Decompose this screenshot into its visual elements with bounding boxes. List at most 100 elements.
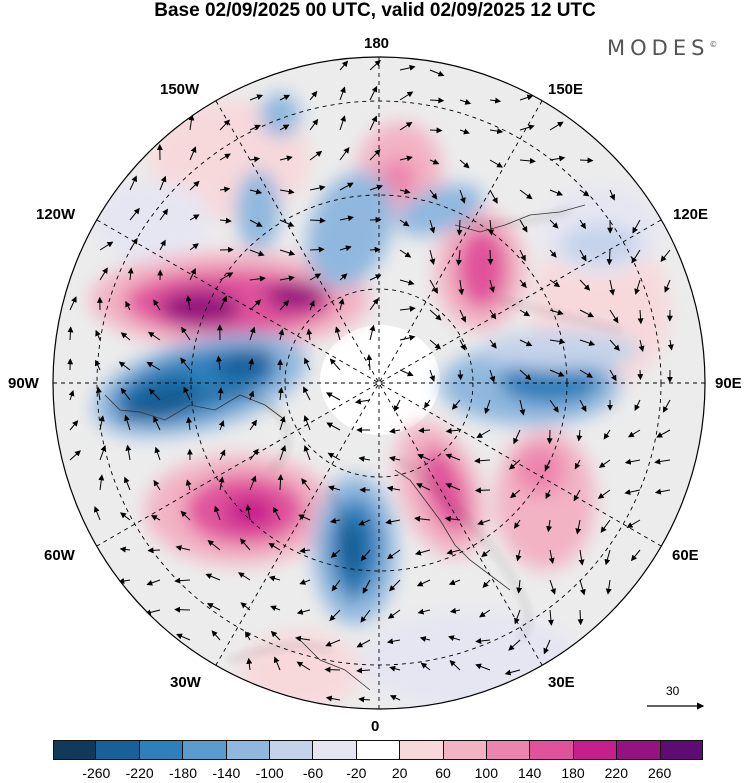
- wind-vector: [369, 184, 383, 191]
- map-border: [52, 56, 706, 710]
- wind-vector: [98, 415, 105, 431]
- colorbar-tick-label: -180: [168, 765, 198, 781]
- wind-vector: [279, 415, 286, 431]
- wind-vector: [579, 189, 590, 197]
- wind-vector: [99, 267, 108, 281]
- wind-vector: [339, 115, 346, 131]
- wind-vector: [296, 661, 311, 671]
- wind-vector: [417, 454, 431, 461]
- lon-label-30w: 30W: [170, 674, 201, 691]
- anomaly-high-na-core-2: [265, 282, 325, 310]
- wind-vector: [219, 272, 234, 281]
- wind-vector: [239, 538, 251, 551]
- anomaly-weak-3: [360, 610, 580, 709]
- lon-label-east: 90E: [715, 375, 742, 392]
- colorbar-segment: [400, 740, 444, 760]
- wind-vector: [488, 219, 495, 236]
- wind-vector: [150, 515, 161, 521]
- wind-vector: [576, 429, 583, 442]
- wind-vector: [489, 97, 502, 104]
- lon-label-60w: 60W: [44, 547, 75, 564]
- anomaly-high-natl-core: [225, 496, 275, 528]
- wind-vector: [273, 656, 281, 671]
- wind-vector: [146, 361, 161, 371]
- wind-vector: [95, 386, 102, 401]
- wind-vector: [451, 399, 461, 410]
- wind-vector: [549, 189, 564, 196]
- wind-vector: [358, 519, 371, 526]
- wind-vector: [369, 324, 376, 341]
- wind-vector: [656, 429, 671, 438]
- wind-vector: [624, 489, 641, 496]
- wind-vectors: [67, 59, 674, 703]
- wind-vector: [387, 609, 401, 619]
- wind-vector: [446, 549, 461, 555]
- wind-vector: [186, 416, 193, 431]
- wind-vector: [474, 457, 491, 464]
- wind-vector: [549, 121, 564, 131]
- wind-vector: [174, 577, 191, 584]
- colorbar-tick-label: 140: [517, 765, 542, 781]
- colorbar-segment: [573, 740, 618, 760]
- wind-vector: [278, 328, 285, 341]
- wind-vector: [416, 579, 431, 587]
- anomaly-low-east-2: [480, 330, 640, 370]
- wind-vector: [339, 215, 354, 222]
- wind-vector: [389, 427, 401, 434]
- lon-label-150e: 150E: [548, 81, 584, 98]
- wind-vector: [279, 219, 295, 227]
- wind-vector: [356, 667, 371, 674]
- wind-vector: [459, 99, 472, 105]
- colorbar-segment: [53, 740, 97, 760]
- wind-vector: [331, 579, 341, 592]
- wind-vector: [459, 339, 466, 351]
- wind-vector: [654, 488, 671, 495]
- brand-mark: ©: [709, 40, 718, 49]
- wind-vector: [176, 633, 191, 641]
- wind-vector: [214, 505, 221, 521]
- wind-vector: [414, 549, 431, 556]
- wind-vector: [514, 519, 521, 529]
- wind-vector: [123, 476, 131, 491]
- wind-vector: [545, 489, 551, 500]
- wind-vector: [180, 357, 191, 371]
- wind-vector: [549, 155, 566, 162]
- wind-vector: [449, 607, 461, 614]
- wind-vector: [399, 155, 413, 162]
- wind-vector: [389, 695, 401, 701]
- wind-vector: [481, 549, 491, 558]
- wind-vector: [598, 459, 611, 468]
- wind-vector: [325, 695, 341, 702]
- wind-vector: [548, 549, 555, 564]
- wind-vector: [366, 354, 373, 371]
- wind-vector: [279, 249, 296, 256]
- wind-vector: [279, 94, 291, 101]
- wind-vector: [418, 427, 431, 434]
- wind-vector: [399, 121, 413, 131]
- wind-vector: [479, 609, 491, 618]
- wind-vector: [476, 429, 491, 439]
- wind-vector: [369, 115, 377, 131]
- wind-vector: [549, 249, 557, 258]
- wind-vector: [399, 334, 416, 341]
- wind-vector: [579, 309, 595, 318]
- lon-label-south: 0: [371, 718, 380, 735]
- wind-vector: [627, 429, 641, 438]
- polar-cap: [320, 325, 440, 435]
- wind-vector: [544, 459, 551, 472]
- wind-vector: [238, 572, 251, 581]
- wind-vector: [369, 59, 381, 71]
- colorbar-tick-label: 180: [561, 765, 585, 781]
- wind-vector: [249, 124, 261, 131]
- wind-vector: [399, 305, 416, 312]
- wind-vector: [330, 549, 341, 558]
- wind-vector: [360, 549, 371, 562]
- wind-vector: [455, 249, 462, 266]
- wind-vector: [546, 519, 553, 533]
- wind-vector: [268, 542, 281, 551]
- wind-vector: [579, 339, 596, 346]
- wind-vector: [119, 546, 131, 553]
- wind-vector: [219, 295, 227, 311]
- wind-vector: [148, 388, 161, 401]
- wind-vector: [217, 387, 224, 401]
